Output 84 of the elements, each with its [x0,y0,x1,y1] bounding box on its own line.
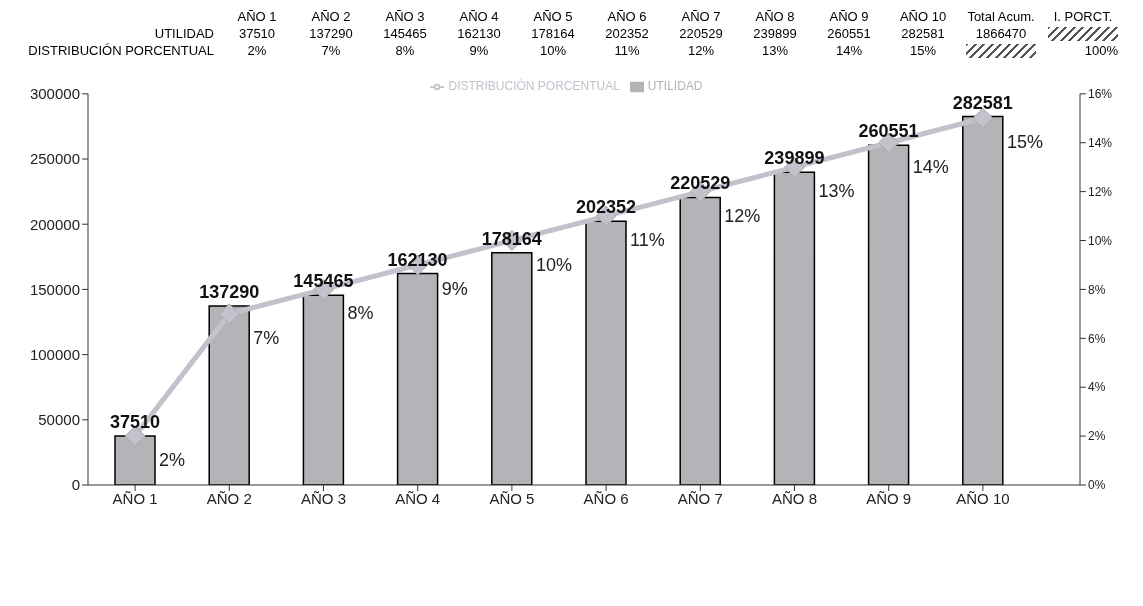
data-label: 2% [159,450,186,471]
text: I. PORCT. [1052,8,1114,25]
text: 13% [761,43,789,58]
y2-tick-label: 4% [1088,380,1106,395]
x-tick-label: AÑO 10 [956,489,1010,507]
y-tick-label: 300000 [29,85,80,103]
data-label: 14% [912,156,949,177]
text: 162130 [457,26,501,41]
text: 220529 [679,26,723,41]
y2-tick-label: 0% [1088,478,1106,493]
text: 9% [469,43,489,58]
text: 1866470 [974,25,1028,42]
text: 239899 [753,26,797,41]
data-label: 37510 [109,412,161,433]
text: DISTRIBUCIÓN PORCENTUAL [28,43,214,58]
data-label: 13% [818,181,855,202]
y-tick-label: 0 [71,476,80,494]
data-label: 162130 [387,249,448,270]
data-label: 202352 [575,197,637,218]
text: 137290 [309,26,353,41]
x-tick-label: AÑO 1 [112,489,158,507]
legend-label: UTILIDAD [647,79,703,93]
y2-tick-label: 6% [1088,331,1106,346]
category-label: AÑO 8 [755,9,795,24]
x-tick-label: AÑO 5 [489,489,535,507]
x-tick-label: AÑO 9 [866,489,912,507]
category-label: AÑO 10 [899,9,947,24]
category-label: AÑO 5 [533,9,573,24]
y2-tick-label: 12% [1088,184,1113,199]
text: 202352 [605,26,649,41]
category-label: AÑO 6 [607,9,647,24]
data-label: 260551 [858,121,919,142]
text: UTILIDAD [154,26,214,41]
data-label: 137290 [199,281,260,302]
data-label: 11% [630,230,665,251]
data-label: 12% [724,205,761,226]
data-label: 282581 [952,92,1013,113]
category-label: AÑO 9 [829,9,869,24]
text: 12% [687,43,715,58]
data-label: 15% [1006,132,1043,153]
text: 282581 [901,26,945,41]
y2-tick-label: 10% [1088,233,1113,248]
category-label: AÑO 1 [237,9,277,24]
text: 145465 [383,26,427,41]
y-tick-label: 250000 [29,150,80,168]
x-tick-label: AÑO 7 [677,489,723,507]
y2-tick-label: 2% [1088,429,1106,444]
y2-tick-label: 14% [1088,135,1113,150]
text: 10% [539,43,567,58]
y2-tick-label: 16% [1088,87,1113,102]
y-tick-label: 50000 [38,411,80,429]
text: 8% [395,43,415,58]
data-label: 7% [253,327,280,348]
data-label: 8% [347,303,374,324]
x-tick-label: AÑO 2 [206,489,252,507]
data-label: 178164 [481,228,542,249]
category-label: AÑO 2 [311,9,351,24]
text: 15% [909,43,937,58]
text: 100% [1083,42,1119,59]
category-label: AÑO 3 [385,9,425,24]
y-tick-label: 100000 [29,345,80,363]
x-tick-label: AÑO 8 [771,489,818,507]
legend-label: DISTRIBUCIÓN PORCENTUAL [448,79,620,93]
x-tick-label: AÑO 6 [583,489,629,507]
category-label: AÑO 4 [459,9,499,24]
text: 7% [321,43,341,58]
x-tick-label: AÑO 4 [395,489,441,507]
text: 11% [614,43,640,58]
y-tick-label: 200000 [29,215,80,233]
data-label: 220529 [670,173,731,194]
text: 14% [835,43,863,58]
text: 2% [247,43,267,58]
data-label: 239899 [764,148,825,169]
data-label: 145465 [293,271,354,292]
data-label: 10% [535,254,572,275]
data-label: 9% [441,278,468,299]
text: Total Acum. [966,8,1036,25]
text: 37510 [238,26,276,41]
y2-tick-label: 8% [1088,282,1106,297]
y-tick-label: 150000 [29,280,80,298]
x-tick-label: AÑO 3 [300,489,347,507]
text: 178164 [531,26,575,41]
text: 260551 [827,26,871,41]
category-label: AÑO 7 [681,9,721,24]
